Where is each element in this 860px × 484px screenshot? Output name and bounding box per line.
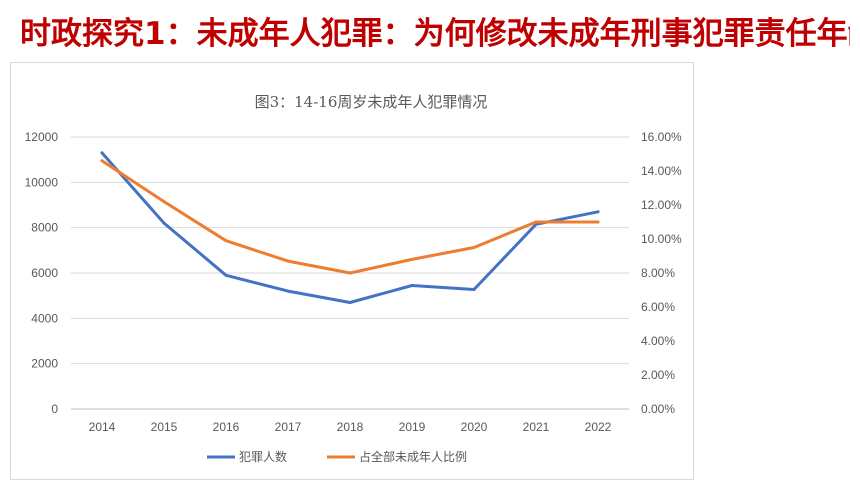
series-1-point [348, 300, 352, 304]
x-axis-ticks: 2014 2015 2016 2017 2018 2019 2020 2021 2022 [89, 420, 612, 434]
series-1-point [224, 273, 228, 277]
legend-label: 犯罪人数 [239, 449, 287, 464]
x-tick-label: 2019 [399, 420, 426, 434]
left-tick-label: 8000 [31, 221, 58, 235]
right-tick-label: 2.00% [641, 368, 675, 382]
right-tick-label: 10.00% [641, 232, 682, 246]
series-line-2 [100, 159, 600, 275]
x-tick-label: 2015 [151, 420, 178, 434]
right-tick-label: 14.00% [641, 164, 682, 178]
right-axis-ticks: 0.00% 2.00% 4.00% 6.00% 8.00% 10.00% 12.00% 14.… [641, 130, 682, 416]
right-tick-label: 16.00% [641, 130, 682, 144]
left-tick-label: 4000 [31, 311, 58, 325]
legend: 犯罪人数 占全部未成年人比例 [207, 449, 467, 464]
x-tick-label: 2021 [523, 420, 550, 434]
x-tick-label: 2022 [585, 420, 612, 434]
slide-title: 时政探究1：未成年人犯罪：为何修改未成年刑事犯罪责任年龄 [20, 16, 850, 52]
series-2-point [472, 246, 476, 249]
series-2-point [224, 239, 228, 243]
series-2-point [410, 257, 414, 261]
chart-container: 图3：14-16周岁未成年人犯罪情况 0 2000 4000 6000 8000 1000… [10, 62, 694, 480]
x-tick-label: 2017 [275, 420, 302, 434]
left-tick-label: 6000 [31, 266, 58, 280]
left-tick-label: 0 [51, 402, 58, 416]
series-2-point [596, 220, 600, 224]
series-1-point [100, 151, 104, 155]
right-tick-label: 4.00% [641, 334, 675, 348]
x-tick-label: 2018 [337, 420, 364, 434]
series-1-point [596, 210, 600, 214]
left-axis-ticks: 0 2000 4000 6000 8000 10000 12000 [25, 130, 59, 416]
chart-title: 图3：14-16周岁未成年人犯罪情况 [255, 93, 488, 111]
series-2-point [162, 200, 166, 204]
gridlines [71, 136, 629, 410]
series-2-point [286, 259, 290, 263]
series-1-point [472, 288, 476, 292]
series-1-point [162, 221, 166, 225]
left-tick-label: 12000 [25, 130, 59, 144]
left-tick-label: 2000 [31, 357, 58, 371]
line-chart: 图3：14-16周岁未成年人犯罪情况 0 2000 4000 6000 8000 1000… [25, 93, 682, 464]
right-tick-label: 0.00% [641, 402, 675, 416]
right-tick-label: 6.00% [641, 300, 675, 314]
series-2-point [100, 159, 104, 163]
legend-label: 占全部未成年人比例 [359, 449, 467, 464]
right-tick-label: 12.00% [641, 198, 682, 212]
series-1-point [410, 283, 414, 287]
series-1-point [286, 289, 290, 293]
series-2-point [534, 220, 538, 224]
right-tick-label: 8.00% [641, 266, 675, 280]
series-2-point [348, 271, 352, 275]
x-tick-label: 2014 [89, 420, 116, 434]
left-tick-label: 10000 [25, 175, 59, 189]
x-tick-label: 2020 [461, 420, 488, 434]
x-tick-label: 2016 [213, 420, 240, 434]
series-lines [100, 151, 600, 304]
